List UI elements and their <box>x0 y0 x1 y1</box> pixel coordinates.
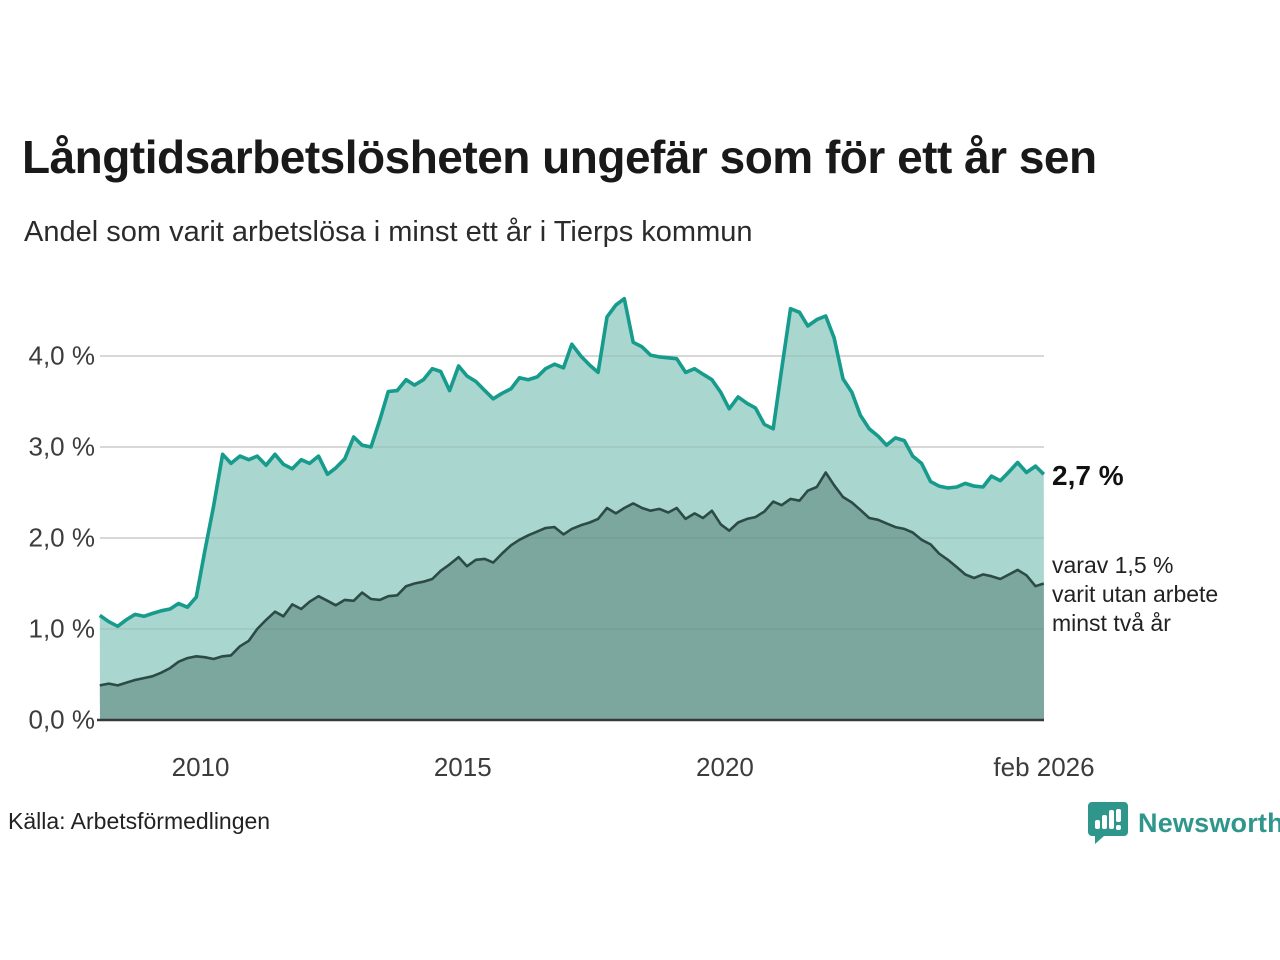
page-title: Långtidsarbetslösheten ungefär som för e… <box>22 131 1097 183</box>
end-sublabel-line: varit utan arbete <box>1052 581 1219 607</box>
x-axis-label: 2020 <box>696 752 754 782</box>
newsworthy-bar-chart-icon <box>1088 802 1128 844</box>
end-sublabel-line: varav 1,5 % <box>1052 552 1174 578</box>
series-two-year-area <box>99 472 1045 720</box>
newsworthy-wordmark: Newsworthy <box>1138 807 1280 838</box>
end-value-label: 2,7 % <box>1052 460 1124 491</box>
series-two-year-line <box>99 471 1045 687</box>
x-axis-label: 2010 <box>171 752 230 782</box>
x-axis-label: feb 2026 <box>993 752 1095 782</box>
series-one-year-line <box>98 296 1046 629</box>
x-axis-label: 2015 <box>433 752 492 782</box>
page-subtitle: Andel som varit arbetslösa i minst ett å… <box>24 216 753 248</box>
y-axis-label: 0,0 % <box>28 704 96 735</box>
newsworthy-logo: Newsworthy <box>1088 801 1280 845</box>
end-value-sublabel: varav 1,5 % varit utan arbete minst två … <box>1052 551 1218 638</box>
y-axis-label: 1,0 % <box>28 613 96 644</box>
y-axis-label: 4,0 % <box>28 340 96 371</box>
y-axis-label: 3,0 % <box>28 431 96 462</box>
y-axis-label: 2,0 % <box>28 522 96 553</box>
source-note: Källa: Arbetsförmedlingen <box>8 808 271 834</box>
end-sublabel-line: minst två år <box>1052 610 1171 636</box>
